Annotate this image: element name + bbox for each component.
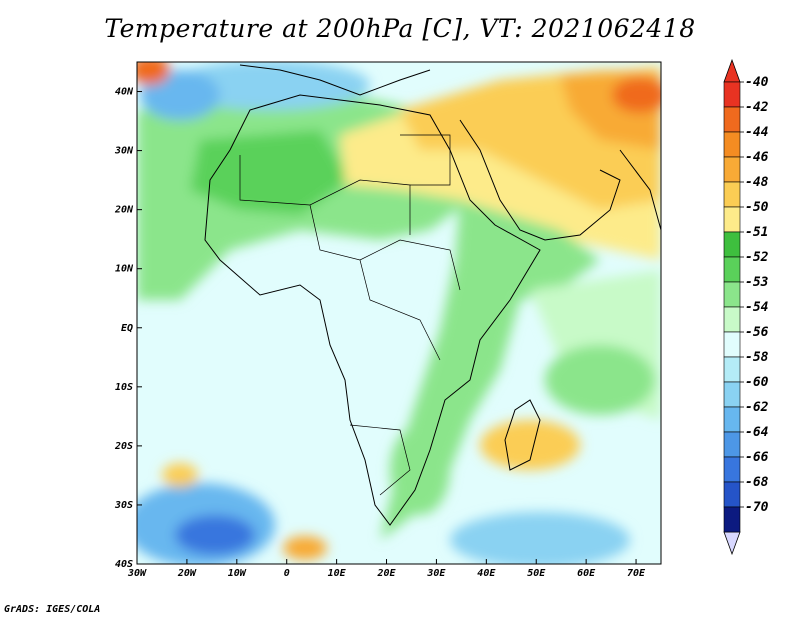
colorbar-swatch: [723, 381, 741, 408]
latitude-ticks: 40N 30N 20N 10N EQ 10S 20S 30S 40S: [114, 87, 142, 570]
colorbar-label: -52: [745, 250, 769, 265]
madagascar-coastline: [504, 399, 541, 471]
india-coastline: [619, 149, 661, 231]
footer-credit: GrADS: IGES/COLA: [4, 604, 101, 615]
colorbar-swatch: [723, 131, 741, 158]
field-green-south-africa: [390, 425, 450, 515]
field-green-south-indian: [545, 345, 655, 415]
colorbar-label: -56: [745, 325, 769, 340]
colorbar-label: -62: [745, 400, 769, 415]
field-red-hotspot: [612, 77, 661, 113]
colorbar-label: -68: [745, 475, 769, 490]
colorbar-label: -44: [745, 125, 769, 140]
field-orange-northwest: [137, 62, 170, 85]
colorbar-swatch: [723, 181, 741, 208]
lon-tick-label: 10W: [228, 568, 247, 579]
colorbar-label: -58: [745, 350, 769, 365]
temperature-field: [137, 62, 661, 564]
country-borders: [239, 134, 461, 496]
colorbar-label: -42: [745, 100, 769, 115]
colorbar-swatch: [723, 456, 741, 483]
colorbar-label: -54: [745, 300, 769, 315]
field-green-sahel: [190, 130, 350, 215]
map-title: Temperature at 200hPa [C], VT: 202106241…: [104, 14, 696, 43]
lon-tick-label: 10E: [328, 568, 347, 579]
colorbar-swatch: [723, 156, 741, 183]
border-south: [349, 424, 411, 496]
colorbar-label: -48: [745, 175, 769, 190]
lat-tick-label: 20N: [114, 205, 134, 216]
border-sahara: [239, 155, 411, 235]
field-blue-south: [450, 512, 630, 564]
colorbar-swatch: [723, 506, 741, 533]
lat-tick-label: 30S: [114, 500, 133, 511]
field-orange-south-atlantic: [162, 463, 198, 487]
colorbar-swatch: [723, 106, 741, 133]
lat-tick-label: 40N: [115, 87, 134, 98]
lat-tick-label: 40S: [115, 559, 133, 570]
colorbar-label: -53: [745, 275, 769, 290]
lon-tick-label: 70E: [627, 568, 646, 579]
field-orange-south-cape: [283, 536, 327, 560]
lon-tick-label: 30W: [127, 568, 147, 579]
colorbar-swatch: [723, 431, 741, 458]
colorbar-swatch: [723, 331, 741, 358]
lat-tick-label: 10N: [115, 264, 134, 275]
lon-tick-label: 20E: [376, 568, 396, 579]
colorbar-label: -51: [745, 225, 768, 240]
border-congo: [359, 259, 441, 361]
colorbar-swatch: [723, 281, 741, 308]
lon-tick-label: 0: [284, 568, 290, 579]
border-egypt: [400, 134, 451, 186]
colorbar: -40 -42 -44 -46 -48 -50 -51 -52 -53 -54 -56 -58 -60 -…: [723, 58, 769, 556]
lon-tick-label: 50E: [527, 568, 546, 579]
colorbar-label: -70: [745, 500, 769, 515]
lon-tick-label: 60E: [577, 568, 596, 579]
europe-coastline: [239, 64, 431, 96]
field-orange-madagascar: [480, 420, 580, 470]
lat-tick-label: 30N: [114, 146, 134, 157]
colorbar-label: -40: [745, 75, 769, 90]
colorbar-label: -60: [745, 375, 769, 390]
arabia-coastline: [459, 119, 621, 241]
africa-coastline: [204, 94, 541, 526]
colorbar-swatch: [723, 231, 741, 258]
lon-tick-label: 40E: [477, 568, 496, 579]
map-panel: [136, 61, 662, 565]
colorbar-label: -66: [745, 450, 769, 465]
lat-tick-label: EQ: [121, 323, 133, 334]
colorbar-swatch: [723, 356, 741, 383]
lon-tick-label: 20W: [177, 568, 197, 579]
field-blue-deep-southwest: [175, 515, 255, 555]
coastlines: [204, 64, 661, 526]
colorbar-label: -64: [745, 425, 769, 440]
colorbar-swatch: [723, 481, 741, 508]
border-central: [309, 204, 461, 291]
lat-tick-label: 20S: [114, 441, 133, 452]
colorbar-swatch: [723, 206, 741, 233]
colorbar-swatch: [723, 306, 741, 333]
longitude-ticks: 30W 20W 10W 0 10E 20E 30E 40E 50E 60E 70E: [127, 559, 646, 579]
colorbar-swatch: [723, 256, 741, 283]
lon-tick-label: 30E: [426, 568, 446, 579]
lat-tick-label: 10S: [115, 382, 133, 393]
colorbar-bottom-arrow: [723, 531, 741, 556]
colorbar-top-arrow: [723, 58, 741, 83]
colorbar-swatch: [723, 406, 741, 433]
colorbar-label: -46: [745, 150, 769, 165]
map-frame: [136, 61, 662, 565]
colorbar-label: -50: [745, 200, 769, 215]
colorbar-swatch: [723, 81, 741, 108]
